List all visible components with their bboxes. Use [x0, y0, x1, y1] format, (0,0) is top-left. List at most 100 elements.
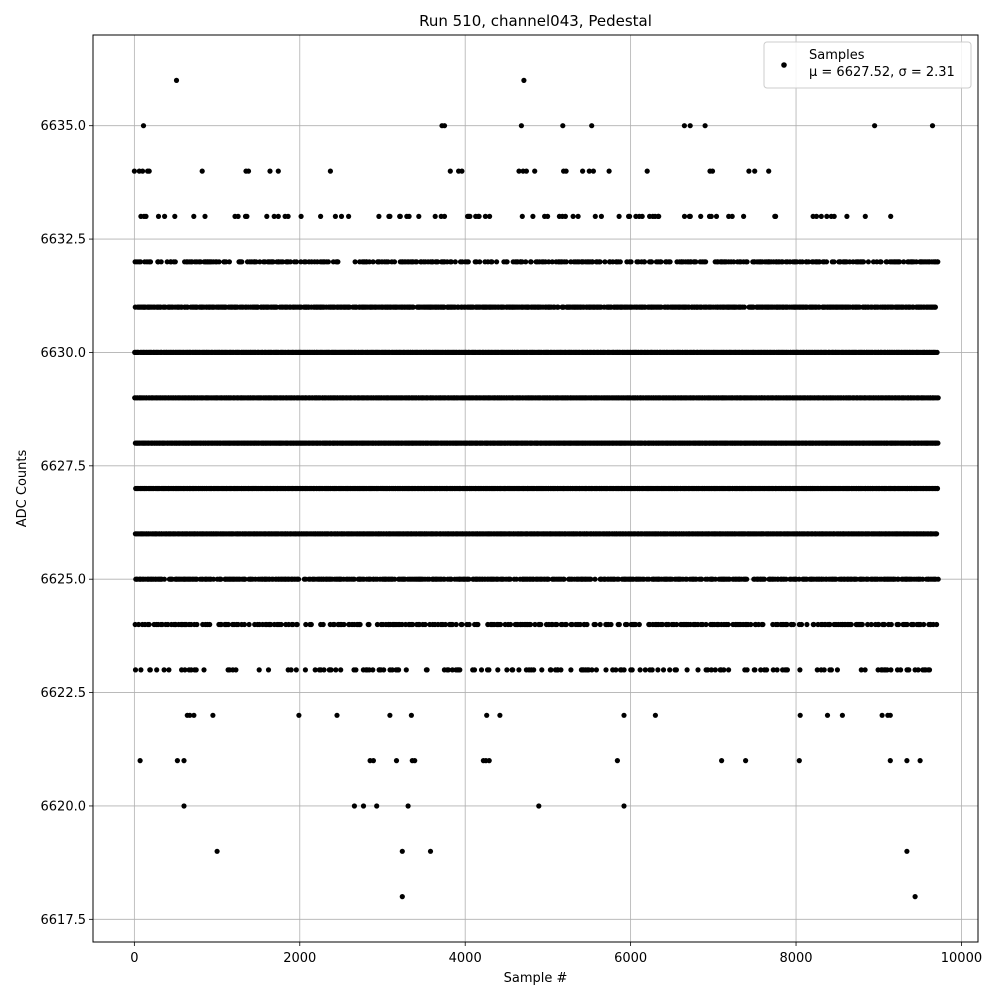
data-point [392, 576, 398, 582]
data-point [548, 667, 554, 673]
data-point [642, 667, 648, 673]
data-point [527, 621, 534, 628]
data-point [904, 621, 910, 628]
data-point [592, 576, 598, 582]
data-point [366, 621, 372, 628]
data-point [593, 667, 600, 673]
data-point [497, 621, 504, 628]
data-point [934, 531, 940, 537]
data-point [296, 576, 302, 582]
data-point [705, 667, 711, 673]
data-point [396, 667, 402, 673]
data-point [424, 667, 430, 673]
data-point [256, 667, 262, 673]
data-point [138, 667, 144, 673]
data-point [790, 621, 797, 628]
data-point [341, 621, 347, 628]
data-point [290, 621, 296, 628]
data-point [888, 667, 894, 673]
data-point [218, 576, 224, 582]
data-point [182, 667, 188, 673]
data-point [703, 621, 709, 628]
data-point [161, 667, 167, 673]
data-point [207, 621, 213, 628]
data-point [588, 576, 594, 582]
data-point [603, 667, 609, 673]
data-point [288, 667, 294, 673]
data-point [132, 667, 139, 673]
data-point [827, 621, 833, 628]
data-point [351, 576, 357, 582]
data-point [649, 667, 655, 673]
data-point [828, 667, 835, 673]
data-point [210, 576, 217, 582]
data-point [798, 621, 805, 628]
data-point [848, 621, 854, 628]
data-point [545, 576, 552, 582]
data-point [381, 667, 387, 673]
data-point [764, 667, 770, 673]
data-point [726, 667, 732, 673]
data-point [597, 621, 603, 628]
data-point [357, 621, 363, 628]
data-point [475, 621, 481, 628]
data-point [712, 667, 718, 673]
data-point [136, 621, 142, 628]
data-point [934, 621, 940, 628]
data-point [868, 621, 874, 628]
data-point [466, 576, 472, 582]
data-point [278, 621, 284, 628]
data-point [921, 621, 927, 628]
data-point [935, 395, 941, 401]
data-point [233, 667, 239, 673]
data-point [507, 576, 513, 582]
data-point [449, 621, 456, 628]
data-point [934, 349, 940, 355]
data-point [561, 576, 567, 582]
data-point [225, 621, 231, 628]
data-point [896, 621, 902, 628]
data-point [246, 621, 252, 628]
data-point [235, 621, 241, 628]
data-point [624, 621, 630, 628]
data-point [659, 621, 666, 628]
data-point [507, 621, 514, 628]
data-point [265, 667, 272, 673]
data-point [568, 667, 574, 673]
data-point [608, 621, 614, 628]
data-points [131, 77, 941, 900]
data-point [459, 621, 465, 628]
data-point [621, 667, 627, 673]
data-point [721, 667, 727, 673]
data-point [268, 621, 274, 628]
data-point [660, 667, 667, 673]
data-point [242, 576, 248, 582]
data-point [510, 667, 516, 673]
data-point [935, 576, 941, 582]
data-point [934, 485, 941, 492]
data-point [302, 667, 308, 673]
data-point [770, 667, 776, 673]
data-point [589, 667, 595, 673]
data-point [667, 667, 673, 673]
data-point [758, 667, 764, 673]
data-point [920, 576, 926, 582]
data-point [161, 576, 167, 582]
data-point [516, 667, 522, 673]
data-point [752, 667, 758, 673]
data-point [563, 621, 569, 628]
data-point [637, 667, 643, 673]
data-point [760, 621, 766, 628]
data-point [881, 621, 888, 628]
data-point [478, 667, 485, 673]
data-point [862, 667, 868, 673]
data-point [293, 667, 299, 673]
data-point [486, 667, 492, 673]
data-point [898, 667, 904, 673]
data-point [915, 667, 921, 673]
data-point [633, 621, 639, 628]
data-point [445, 667, 451, 673]
data-point [532, 621, 538, 628]
